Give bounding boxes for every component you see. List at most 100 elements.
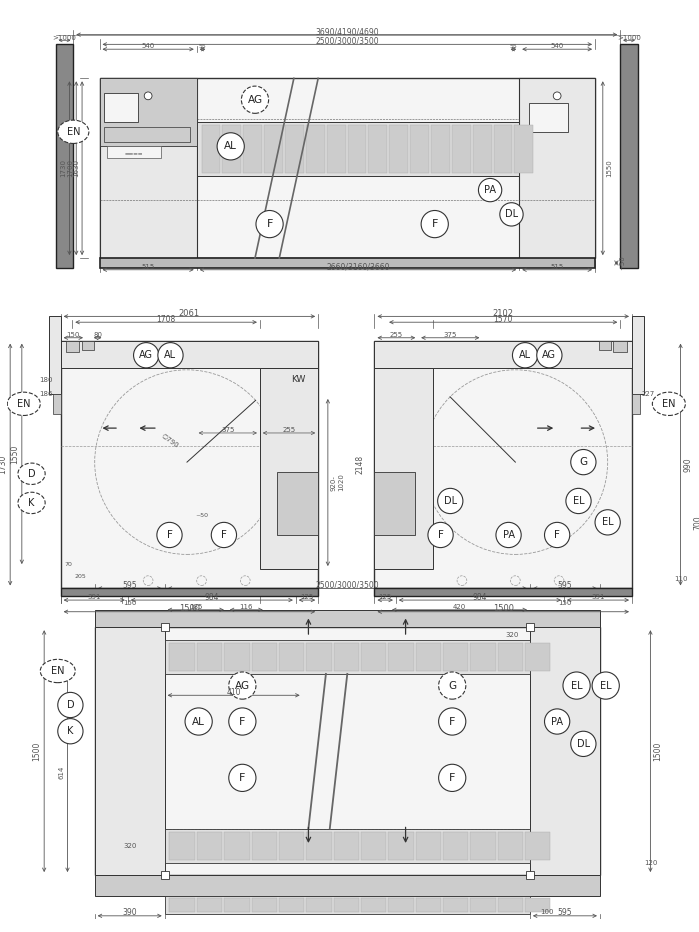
Circle shape: [592, 672, 619, 699]
Text: 1708: 1708: [157, 315, 175, 323]
Text: AL: AL: [192, 717, 205, 727]
Text: 255: 255: [390, 332, 403, 337]
Bar: [99, 78, 595, 258]
Text: PA: PA: [503, 530, 514, 540]
Text: 125: 125: [301, 595, 314, 600]
Bar: [165, 673, 530, 829]
Text: 2660/3160/3660: 2660/3160/3660: [326, 262, 390, 271]
Bar: [470, 643, 496, 671]
Ellipse shape: [41, 659, 75, 682]
Circle shape: [571, 449, 596, 474]
Bar: [262, 467, 318, 555]
Text: 150: 150: [559, 600, 572, 606]
Text: AG: AG: [542, 350, 556, 361]
Text: 375: 375: [221, 427, 234, 433]
Text: ~50: ~50: [619, 255, 626, 270]
Text: 410: 410: [226, 688, 241, 697]
Circle shape: [438, 672, 466, 699]
Text: 700: 700: [693, 515, 699, 529]
Text: 1630: 1630: [73, 159, 79, 177]
Bar: [389, 643, 414, 671]
Bar: [443, 898, 468, 911]
Text: AL: AL: [519, 350, 531, 361]
Text: 3690/4190/4690: 3690/4190/4690: [315, 27, 379, 36]
Bar: [498, 643, 523, 671]
Bar: [389, 832, 414, 860]
Text: DL: DL: [444, 496, 457, 506]
Bar: [99, 78, 196, 258]
Bar: [333, 643, 359, 671]
Text: 391: 391: [591, 595, 605, 600]
Circle shape: [241, 86, 268, 114]
Text: 1730: 1730: [0, 455, 7, 474]
Circle shape: [496, 522, 521, 548]
Text: 70: 70: [64, 562, 73, 567]
Text: ▬▬▬▬: ▬▬▬▬: [124, 150, 143, 155]
Bar: [108, 146, 161, 158]
Bar: [375, 341, 632, 368]
Bar: [224, 643, 250, 671]
Text: 2500/3000/3500: 2500/3000/3500: [315, 37, 379, 46]
Circle shape: [566, 488, 591, 514]
Text: 227: 227: [642, 391, 655, 397]
Text: F: F: [449, 773, 456, 783]
Text: AG: AG: [139, 350, 153, 361]
Text: ~50: ~50: [195, 513, 208, 518]
Bar: [519, 78, 595, 258]
Text: D: D: [66, 700, 74, 710]
Bar: [197, 832, 222, 860]
Bar: [368, 125, 387, 172]
Bar: [252, 643, 277, 671]
Bar: [326, 125, 345, 172]
Text: 540: 540: [141, 43, 154, 49]
Text: 120: 120: [644, 860, 657, 867]
Bar: [169, 898, 195, 911]
Circle shape: [217, 132, 245, 160]
Bar: [514, 125, 533, 172]
Text: 1500: 1500: [32, 742, 41, 761]
Bar: [61, 588, 318, 596]
Bar: [252, 832, 277, 860]
Text: 1730: 1730: [61, 159, 66, 177]
Text: D: D: [28, 469, 36, 479]
Bar: [347, 125, 366, 172]
Circle shape: [58, 692, 83, 718]
Bar: [306, 125, 325, 172]
Bar: [94, 610, 600, 627]
Bar: [375, 368, 433, 569]
Circle shape: [545, 709, 570, 734]
Text: PA: PA: [484, 185, 496, 195]
Bar: [443, 832, 468, 860]
Text: K: K: [67, 726, 73, 736]
Text: 255: 255: [282, 427, 296, 433]
Bar: [361, 643, 387, 671]
Bar: [61, 341, 318, 368]
Text: EN: EN: [17, 399, 31, 409]
Bar: [201, 125, 220, 172]
Text: 2102: 2102: [493, 309, 514, 318]
Text: EL: EL: [600, 680, 612, 691]
Bar: [224, 898, 250, 911]
Circle shape: [134, 343, 159, 368]
Text: 420: 420: [453, 604, 466, 610]
Bar: [49, 316, 61, 394]
Bar: [416, 898, 441, 911]
Bar: [333, 898, 359, 911]
Text: 375: 375: [444, 332, 457, 337]
Circle shape: [256, 211, 283, 238]
Text: DL: DL: [505, 210, 518, 219]
Text: F: F: [239, 717, 245, 727]
Bar: [278, 472, 318, 535]
Bar: [620, 45, 637, 267]
Text: >1000: >1000: [617, 34, 641, 41]
Bar: [197, 898, 222, 911]
Bar: [94, 627, 165, 875]
Circle shape: [571, 732, 596, 757]
Bar: [410, 125, 429, 172]
Bar: [104, 127, 190, 142]
Circle shape: [545, 522, 570, 548]
Text: 80: 80: [93, 332, 102, 337]
Text: 185: 185: [189, 604, 203, 610]
Text: ∅790: ∅790: [160, 432, 179, 449]
Bar: [66, 341, 79, 352]
